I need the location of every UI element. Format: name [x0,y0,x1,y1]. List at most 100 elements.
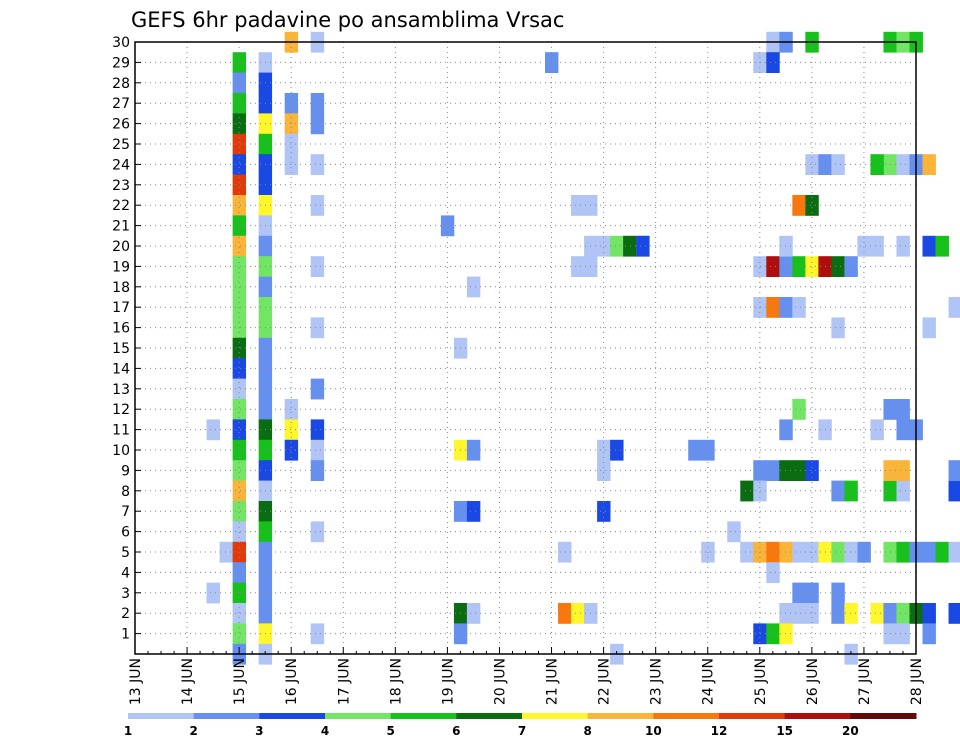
precip-cell [792,460,806,481]
precip-cell [805,603,819,624]
precip-cell [610,439,624,461]
precip-cell [766,623,780,645]
colorbar-label: 7 [518,724,526,738]
y-tick-label: 12 [112,402,130,418]
x-tick-label: 14 JUN [180,658,196,705]
precip-cell [779,541,793,563]
precip-cell [219,541,234,563]
x-tick-label: 17 JUN [336,658,352,705]
y-tick-label: 26 [112,117,130,133]
precip-cell [466,501,481,522]
precip-cell [870,235,884,257]
precip-cell [571,195,585,216]
precip-cell [792,297,806,318]
precip-cell [870,603,884,624]
y-tick-label: 14 [112,361,130,377]
y-tick-label: 17 [112,300,130,316]
precip-cell [870,419,884,441]
precip-cell [232,195,247,216]
x-tick-label: 23 JUN [649,658,665,705]
precip-cell [766,297,780,318]
y-tick-label: 18 [112,280,130,296]
precip-cell [310,521,325,543]
precip-cell [310,256,325,277]
precip-cell [779,603,793,624]
y-tick-label: 15 [112,341,130,357]
precip-cell [310,439,325,461]
precip-cell [206,419,221,441]
precip-cell [870,154,884,175]
colorbar-swatch [784,713,851,719]
x-tick-label: 24 JUN [701,658,717,705]
y-tick-label: 20 [112,239,130,255]
x-tick-label: 16 JUN [284,658,300,705]
x-axis: 13 JUN 14 JUN 15 JUN 16 JUN 17 JUN 18 JUN 19 J… [128,647,925,705]
precip-cell [948,480,960,502]
colorbar-swatch [325,713,392,719]
colorbar-label: 5 [386,724,394,738]
y-tick-label: 21 [112,219,130,235]
precip-cell [310,317,325,339]
precip-cell [571,603,585,624]
y-tick-label: 5 [121,545,130,561]
y-tick-label: 27 [112,96,130,112]
precip-cell [310,623,325,645]
colorbar-label: 2 [189,724,197,738]
precip-cell [232,133,247,155]
precip-cell [805,256,819,277]
precip-cell [831,256,845,277]
precip-cell [310,460,325,481]
precip-cell [688,439,702,461]
precip-cell [284,133,299,155]
precip-cell [232,399,247,420]
precip-cell [831,154,845,175]
precip-cell [844,541,858,563]
precip-cell [571,256,585,277]
precip-cell [896,603,910,624]
precip-cell [232,235,247,257]
precip-cell [935,235,949,257]
precip-cell [779,419,793,441]
y-tick-label: 30 [112,35,130,51]
colorbar-swatch [390,713,457,719]
colorbar-label: 15 [776,724,793,738]
precip-cell [466,276,481,298]
colorbar-swatch [653,713,720,719]
precip-cell [896,480,910,502]
precip-cell [597,460,611,481]
colorbar-label: 10 [645,724,662,738]
precip-cell [805,154,819,175]
y-tick-label: 24 [112,157,130,173]
colorbar-label: 6 [452,724,460,738]
y-tick-label: 4 [121,565,130,581]
colorbar-label: 12 [711,724,728,738]
precip-cell [284,154,299,175]
x-tick-label: 27 JUN [857,658,873,705]
x-tick-label: 25 JUN [753,658,769,705]
y-tick-label: 7 [121,504,130,520]
colorbar-label: 3 [255,724,263,738]
x-tick-label: 22 JUN [597,658,613,705]
colorbar-swatch [128,713,195,719]
precip-cell [610,235,624,257]
precip-cell [232,215,247,237]
precip-cell [779,460,793,481]
y-tick-label: 11 [112,423,130,439]
precip-cell [792,195,806,216]
precip-cell [948,541,960,563]
colorbar-swatch [719,713,786,719]
colorbar-label: 4 [321,724,329,738]
x-tick-label: 15 JUN [232,658,248,705]
precip-cell [232,419,247,441]
precip-cell [232,439,247,461]
precip-cell [232,623,247,645]
precip-cell [896,541,910,563]
precip-cell [623,235,637,257]
colorbar-swatch [522,713,589,719]
precip-cell [232,358,247,379]
precip-cell [844,603,858,624]
precip-cell [310,195,325,216]
precip-cell [310,378,325,400]
precip-cell [922,317,936,339]
y-tick-label: 9 [121,463,130,479]
